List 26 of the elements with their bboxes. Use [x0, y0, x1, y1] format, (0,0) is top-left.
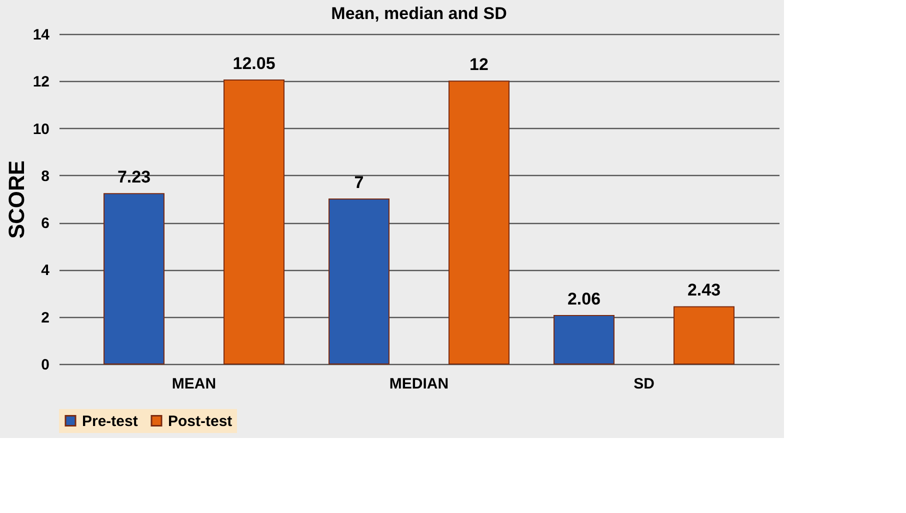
bar	[554, 314, 614, 364]
y-tick-label: 2	[41, 309, 50, 326]
data-label: 2.43	[687, 280, 721, 300]
y-tick-label: 6	[41, 215, 50, 232]
chart-title: Mean, median and SD	[331, 4, 507, 23]
legend-label: Post-test	[168, 412, 232, 430]
y-tick-label: 14	[32, 26, 50, 44]
x-tick-label: SD	[634, 376, 655, 392]
bar	[448, 80, 510, 364]
y-tick-label: 8	[41, 168, 50, 185]
data-label: 12.05	[232, 54, 276, 73]
legend-label: Pre-test	[82, 412, 138, 430]
bar	[104, 193, 164, 364]
x-tick-label: MEAN	[172, 376, 216, 392]
data-label: 2.06	[567, 289, 601, 308]
y-tick-label: 12	[32, 74, 50, 91]
y-tick-label: 4	[41, 262, 50, 280]
bar	[224, 79, 284, 364]
bar	[328, 198, 390, 364]
bar	[674, 306, 734, 364]
y-axis-title: SCORE	[4, 160, 29, 239]
x-tick-label: MEDIAN	[389, 376, 449, 392]
data-label: 7	[354, 173, 364, 192]
data-label: 12	[470, 55, 488, 74]
y-tick-label: 0	[41, 356, 50, 374]
y-tick-label: 10	[32, 120, 50, 138]
